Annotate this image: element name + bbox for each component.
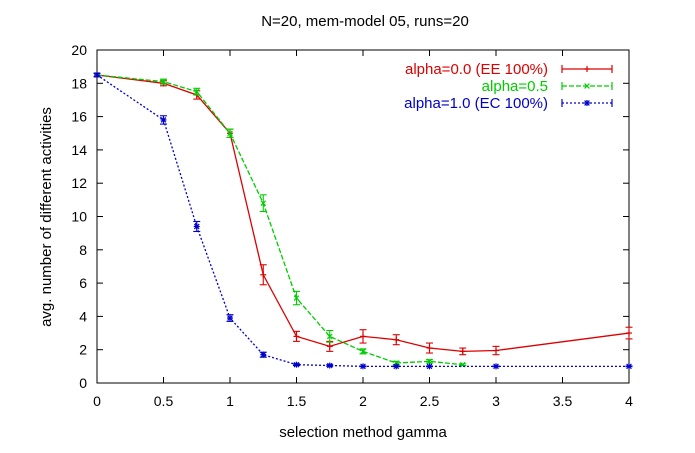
data-point (426, 363, 433, 370)
series-line (96, 74, 629, 368)
legend-label: alpha=0.5 (482, 78, 548, 95)
y-tick-label: 4 (79, 308, 87, 324)
data-point (426, 358, 433, 365)
data-point (626, 363, 632, 370)
data-point (293, 295, 300, 301)
data-point (293, 361, 300, 368)
data-point (326, 343, 333, 350)
legend-label: alpha=1.0 (EC 100%) (404, 95, 548, 112)
data-point (227, 130, 233, 137)
data-point (193, 88, 200, 95)
x-tick-label: 0 (93, 393, 101, 409)
legend-item: alpha=1.0 (EC 100%) (404, 95, 613, 112)
data-point (193, 223, 200, 230)
data-point (426, 345, 433, 352)
data-point (293, 333, 300, 340)
data-point (227, 315, 233, 322)
data-point (94, 71, 100, 78)
data-point (360, 333, 366, 340)
legend-item: alpha=0.5 (482, 78, 613, 95)
data-point (260, 271, 267, 278)
legend-marker (584, 100, 590, 106)
data-point (393, 363, 400, 370)
data-point (260, 351, 267, 358)
series-2 (93, 71, 633, 370)
x-tick-label: 3.5 (553, 393, 573, 409)
y-tick-label: 10 (71, 209, 87, 225)
y-tick-label: 12 (71, 175, 87, 191)
y-tick-label: 16 (71, 109, 87, 125)
data-point (459, 348, 466, 355)
y-tick-label: 14 (71, 142, 87, 158)
series-0 (93, 71, 633, 356)
data-point (393, 336, 400, 343)
data-point (326, 333, 333, 340)
legend-item: alpha=0.0 (EE 100%) (405, 61, 613, 78)
series-1 (93, 72, 467, 368)
data-point (326, 362, 333, 369)
y-tick-label: 20 (71, 42, 87, 58)
y-tick-label: 0 (79, 375, 87, 391)
data-point (626, 330, 632, 337)
y-tick-label: 18 (71, 75, 87, 91)
x-tick-label: 3 (492, 393, 500, 409)
legend-marker (584, 66, 590, 72)
x-axis-label: selection method gamma (279, 424, 447, 441)
data-point (160, 116, 167, 123)
y-tick-label: 8 (79, 242, 87, 258)
chart-title: N=20, mem-model 05, runs=20 (261, 13, 469, 30)
x-tick-label: 2 (359, 393, 367, 409)
x-tick-label: 1.5 (287, 393, 307, 409)
x-tick-label: 0.5 (154, 393, 174, 409)
data-point (493, 347, 499, 354)
x-tick-label: 1 (226, 393, 234, 409)
series-line (96, 74, 463, 366)
data-point (360, 348, 366, 355)
y-axis-label: avg. number of different activities (38, 107, 55, 327)
x-tick-label: 4 (625, 393, 633, 409)
series-layer (93, 71, 633, 370)
data-point (360, 363, 366, 370)
legend-label: alpha=0.0 (EE 100%) (405, 61, 548, 78)
series-line (96, 74, 630, 353)
data-point (160, 78, 167, 85)
data-point (493, 363, 499, 370)
legend-marker (584, 83, 590, 89)
y-axis-ticks: 0 2 4 6 8 10 12 14 16 18 20 (71, 42, 629, 391)
y-tick-label: 6 (79, 275, 87, 291)
x-tick-label: 2.5 (420, 393, 440, 409)
data-point (260, 200, 267, 207)
y-tick-label: 2 (79, 342, 87, 358)
x-axis-ticks: 0 0.5 1 1.5 2 2.5 3 3.5 4 (93, 50, 633, 409)
